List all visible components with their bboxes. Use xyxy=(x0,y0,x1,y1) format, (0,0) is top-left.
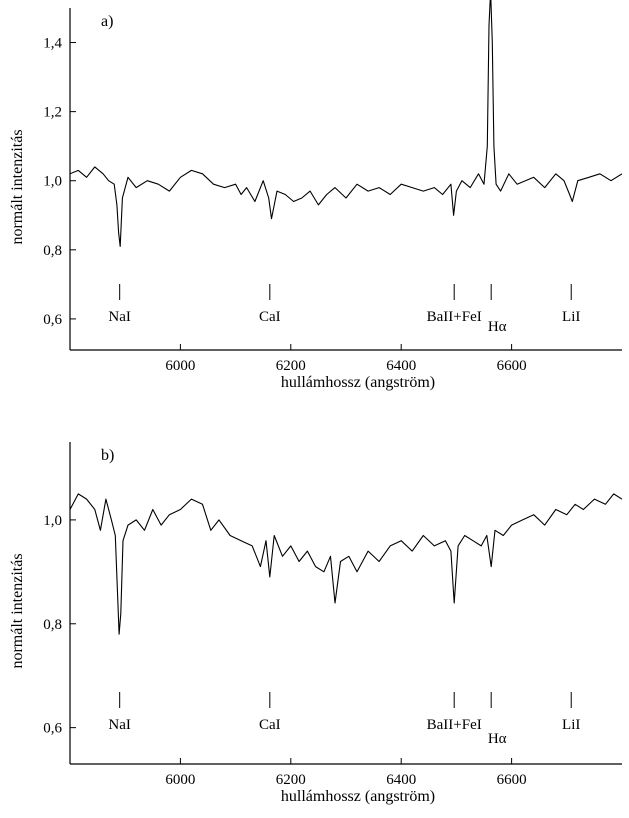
chart-panel-a: 6000 6200 6400 6600 0,6 0,8 1,0 1,2 1,4 hullámhos… xyxy=(9,0,622,391)
panel-label: a) xyxy=(101,13,113,30)
line-marker-label: LiI xyxy=(562,309,580,325)
chart-panel-b: 6000 6200 6400 6600 0,6 0,8 1,0 hullámhossz (an… xyxy=(9,442,622,805)
y-tick-label: 0,8 xyxy=(43,243,62,259)
line-marker-label: LiI xyxy=(562,717,580,733)
line-marker-label: NaI xyxy=(108,717,131,733)
x-tick-label: 6000 xyxy=(165,358,195,374)
line-marker-label: BaII+FeI xyxy=(427,717,482,733)
y-tick-label: 1,2 xyxy=(43,105,62,121)
y-tick-label: 1,0 xyxy=(43,174,62,190)
x-tick-label: 6600 xyxy=(497,358,527,374)
y-tick-label: 0,6 xyxy=(43,721,62,737)
y-tick-label: 1,0 xyxy=(43,513,62,529)
spectrum-line xyxy=(70,493,622,635)
x-tick-label: 6200 xyxy=(276,358,306,374)
line-marker-label: Hα xyxy=(488,319,507,335)
x-tick-label: 6000 xyxy=(165,772,195,788)
spectrum-line xyxy=(70,0,622,247)
line-marker-label: Hα xyxy=(488,731,507,747)
line-marker-label: NaI xyxy=(108,309,131,325)
x-tick-label: 6400 xyxy=(386,358,416,374)
x-axis-title: hullámhossz (angström) xyxy=(281,374,435,391)
y-axis-title: normált intenzitás xyxy=(9,553,26,668)
y-axis-title: normált intenzitás xyxy=(9,129,26,244)
y-tick-label: 1,4 xyxy=(43,36,62,52)
x-tick-label: 6600 xyxy=(497,772,527,788)
x-tick-label: 6400 xyxy=(386,772,416,788)
x-axis-title: hullámhossz (angström) xyxy=(281,788,435,805)
line-marker-label: CaI xyxy=(259,309,281,325)
y-tick-label: 0,8 xyxy=(43,617,62,633)
line-marker-label: CaI xyxy=(259,717,281,733)
panel-label: b) xyxy=(101,447,114,464)
y-tick-label: 0,6 xyxy=(43,312,62,328)
x-tick-label: 6200 xyxy=(276,772,306,788)
line-marker-label: BaII+FeI xyxy=(427,309,482,325)
